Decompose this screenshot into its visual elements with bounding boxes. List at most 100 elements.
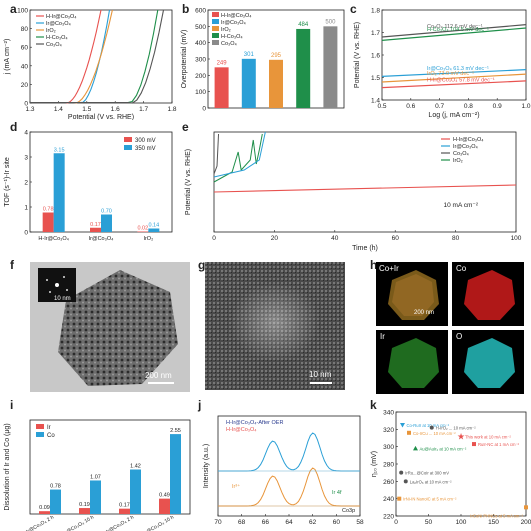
chart-k-comparison: 220 240 260 280 300 320 340 0 50 100 150 200 η₁₀ (mV… <box>371 410 531 527</box>
tafel-slope-label: Co₃O₄ 112.6 mV dec⁻¹ <box>427 24 483 30</box>
legend-label: H-Co₃O₄ <box>46 35 68 41</box>
point-0 <box>400 423 405 428</box>
legend-swatch <box>124 145 132 150</box>
y-tick-label: 0 <box>24 230 28 237</box>
chart-c-tafel: 1.4 1.5 1.6 1.7 1.8 0.5 0.6 0.7 0.8 0.9 1.0 Potenti… <box>354 8 531 120</box>
x-tick-label: 0.7 <box>435 103 444 110</box>
x-tick-label: 58 <box>356 519 364 526</box>
bar-value-label: 0.78 <box>50 484 61 490</box>
y-tick-label: 100 <box>17 8 28 15</box>
y-tick-label: 500 <box>195 24 206 31</box>
point-label: Co-IrCu ... 10 mA cm⁻² <box>413 431 456 436</box>
tafel-slope-label: Ir@Co₃O₄ 61.3 mV dec⁻¹ <box>427 66 489 72</box>
y-tick-label: 340 <box>383 410 394 417</box>
x-tick-label: 150 <box>488 519 499 526</box>
bar-value-label: 484 <box>298 22 309 28</box>
tafel-line-4 <box>381 80 527 89</box>
point-4 <box>413 445 418 451</box>
x-tick-label: 1.7 <box>139 106 148 113</box>
legend-label: 300 mV <box>135 138 156 144</box>
tafel-slope-label: H-Co₃O₄ 104.5 mV dec⁻¹ <box>427 27 489 33</box>
legend-label: Co₃O₄ <box>221 41 238 47</box>
stability-line-0 <box>213 184 517 193</box>
x-tick-label: 70 <box>214 519 222 526</box>
panel-label-g: g <box>198 258 206 272</box>
bar-value-label: 301 <box>244 52 255 58</box>
y-axis-label: Overpotential (mV) <box>181 30 188 89</box>
x-tick-label: 1.8 <box>167 106 176 113</box>
plot-frame <box>29 419 191 515</box>
bar-value-label: 1.42 <box>130 464 141 470</box>
bar-1-1 <box>101 214 112 232</box>
point-5 <box>472 442 476 447</box>
bar-value-label: 0.17 <box>90 222 101 228</box>
y-tick-label: 1.6 <box>371 53 380 60</box>
x-tick-label: 0 <box>394 519 398 526</box>
bar-value-label: 0.02 <box>137 226 148 232</box>
x-tick-label: 0.5 <box>377 103 386 110</box>
point-7 <box>403 479 408 484</box>
panel-label-d: d <box>10 120 18 134</box>
legend-swatch <box>212 40 219 45</box>
x-tick-label: 200 <box>521 519 531 526</box>
hrtem-scale-label: 10 nm <box>309 370 332 379</box>
legend-label: H-Ir@Co₃O₄ <box>46 14 77 20</box>
bar-0-2 <box>137 231 149 233</box>
bar-value-label: 295 <box>271 53 282 59</box>
legend-swatch <box>36 432 44 437</box>
y-tick-label: 400 <box>195 40 206 47</box>
y-axis-label: Potential (V vs. RHE) <box>185 149 192 215</box>
eds-tile-co: Co <box>452 262 524 326</box>
legend-label: Ir <box>47 425 51 431</box>
bar-1-0 <box>53 153 65 232</box>
x-tick-label: 40 <box>331 235 339 242</box>
chart-d-tof: 0 1 2 3 4 TOF (s⁻¹)-Ir site 0.78 3.15 H-Ir@Co₃O₄… <box>4 130 173 242</box>
y-tick-label: 100 <box>195 89 206 96</box>
eds-tile-label-co-ir: Co+Ir <box>379 264 399 273</box>
bar-value-label: 0.70 <box>101 209 112 215</box>
bar-1 <box>241 58 256 108</box>
bar-4 <box>323 26 338 108</box>
bar-value-label: 0.49 <box>159 493 170 499</box>
eds-scale-label: 200 nm <box>414 310 435 316</box>
y-tick-label: 80 <box>21 26 29 33</box>
x-tick-label: 1.0 <box>521 103 530 110</box>
chart-j-xps: 70 68 66 64 62 60 58 Intensity (a.u.) H-Ir@Co₃O₄… <box>203 415 364 526</box>
xps-curve-after <box>218 432 360 472</box>
bar-value-label: 0.19 <box>79 502 90 508</box>
eds-mapping-h: Co+Ir 200 nm Co Ir O <box>376 262 526 394</box>
stability-line-1 <box>213 131 266 178</box>
x-tick-label: 68 <box>238 519 246 526</box>
category-label: H-Ir@Co₃O₄ 10 h <box>58 514 95 531</box>
eds-tile-label-ir: Ir <box>380 332 385 341</box>
category-label: Ir@Co₃O₄ <box>89 236 114 242</box>
panel-label-k: k <box>370 398 377 412</box>
legend-swatch <box>36 424 44 429</box>
y-axis-label: Potential (V vs. RHE) <box>354 22 361 88</box>
point-label: RuIr-NC at 1 mA cm⁻² <box>478 442 520 447</box>
x-tick-label: 1.5 <box>82 106 91 113</box>
x-tick-label: 0.9 <box>493 103 502 110</box>
legend-label: H-Ir@Co₃O₄ <box>221 13 252 19</box>
y-tick-label: 240 <box>383 496 394 503</box>
legend-label: Ir@Co₃O₄ <box>46 21 71 27</box>
panel-label-h: h <box>370 258 378 272</box>
category-label: IrO₂ <box>143 236 153 242</box>
bar-0-3 <box>159 498 170 514</box>
eds-tile-co-ir: Co+Ir 200 nm <box>376 262 448 326</box>
y-tick-label: 1 <box>24 205 28 212</box>
legend-swatch <box>212 19 219 24</box>
panel-label-a: a <box>10 2 17 16</box>
y-tick-label: 260 <box>383 479 394 486</box>
legend-label: Co <box>47 433 55 439</box>
bar-0-1 <box>79 508 90 514</box>
chart-i-dissolution: Dissolution of Ir and Co (μg) 0.09 0.78 H-I… <box>4 419 191 531</box>
legend-label: H-Ir@Co₃O₄-After OER <box>226 420 283 426</box>
y-tick-label: 320 <box>383 427 394 434</box>
y-tick-label: 60 <box>21 45 29 52</box>
bar-value-label: 249 <box>217 60 228 66</box>
bar-0-0 <box>39 511 50 514</box>
x-tick-label: 60 <box>392 235 400 242</box>
annotation-current: 10 mA cm⁻² <box>444 202 479 209</box>
y-tick-label: 40 <box>21 63 29 70</box>
